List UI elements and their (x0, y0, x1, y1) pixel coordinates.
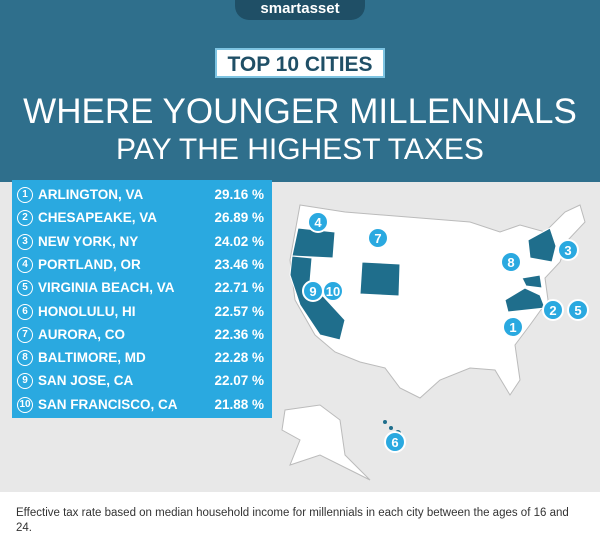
map-marker-label: 6 (391, 435, 398, 450)
list-row: 5 VIRGINIA BEACH, VA 22.71 % (12, 277, 272, 299)
list-row: 4 PORTLAND, OR 23.46 % (12, 254, 272, 276)
map-marker (384, 431, 406, 453)
rank-badge: 4 (17, 256, 33, 273)
map-marker (322, 280, 344, 302)
list-row: 8 BALTIMORE, MD 22.28 % (12, 347, 272, 369)
map-marker (542, 299, 564, 321)
rank-badge: 6 (17, 303, 33, 320)
map-marker (367, 227, 389, 249)
alaska (281, 404, 371, 481)
state-oregon (291, 227, 336, 259)
city-name: VIRGINIA BEACH, VA (38, 280, 175, 296)
list-row: 1 ARLINGTON, VA 29.16 % (12, 184, 272, 206)
city-name: AURORA, CO (38, 326, 125, 342)
state-colorado (359, 261, 401, 297)
map-marker-label: 4 (314, 215, 322, 230)
title-line: WHERE YOUNGER MILLENNIALS (23, 92, 577, 131)
city-name: HONOLULU, HI (38, 303, 136, 319)
map-marker-label: 10 (326, 284, 340, 299)
tax-rate: 22.36 % (214, 326, 264, 342)
list-row: 10 SAN FRANCISCO, CA 21.88 % (12, 394, 272, 416)
logo: smartasset (235, 0, 365, 20)
hawaii (389, 426, 393, 430)
city-name: CHESAPEAKE, VA (38, 210, 158, 226)
rank-badge: 3 (17, 233, 33, 250)
list-row: 2 CHESAPEAKE, VA 26.89 % (12, 207, 272, 229)
map-marker (567, 299, 589, 321)
rank-badge: 5 (17, 280, 33, 297)
city-name: SAN FRANCISCO, CA (38, 396, 178, 412)
rank-badge: 7 (17, 326, 33, 343)
map-marker-label: 8 (507, 255, 514, 270)
map-marker (500, 251, 522, 273)
rank-badge: 10 (17, 396, 33, 413)
map-marker-label: 5 (574, 303, 581, 318)
city-name: ARLINGTON, VA (38, 187, 144, 202)
list-row: 6 HONOLULU, HI 22.57 % (12, 301, 272, 323)
tax-rate: 26.89 % (214, 210, 264, 226)
map-marker-label: 3 (564, 243, 571, 258)
map-marker (502, 316, 524, 338)
city-name: BALTIMORE, MD (38, 350, 146, 366)
title-line: PAY THE HIGHEST TAXES (116, 133, 484, 166)
list-row: 9 SAN JOSE, CA 22.07 % (12, 370, 272, 392)
tax-rate: 24.02 % (214, 233, 264, 249)
state-maryland (521, 274, 543, 289)
rank-badge: 9 (17, 373, 33, 390)
map-marker (557, 239, 579, 261)
hawaii (383, 420, 387, 424)
map-marker-label: 7 (374, 231, 381, 246)
city-name: PORTLAND, OR (38, 256, 141, 272)
city-name: SAN JOSE, CA (38, 373, 134, 389)
list-row: 3 NEW YORK, NY 24.02 % (12, 231, 272, 253)
map-marker-label: 9 (309, 284, 316, 299)
state-virginia (504, 287, 546, 313)
tax-rate: 23.46 % (214, 256, 264, 272)
map-marker-label: 1 (509, 320, 516, 335)
footnote: Effective tax rate based on median house… (16, 507, 569, 534)
tax-rate: 22.57 % (214, 303, 264, 319)
map-marker-label: 2 (549, 303, 556, 318)
tax-rate: 21.88 % (214, 396, 264, 412)
list-row: 7 AURORA, CO 22.36 % (12, 324, 272, 346)
header (0, 0, 600, 182)
tax-rate: 22.71 % (214, 280, 264, 296)
state-new-york (527, 227, 557, 263)
map-marker (307, 211, 329, 233)
rank-badge: 2 (17, 210, 33, 227)
rank-badge: 8 (17, 350, 33, 367)
tax-rate: 22.07 % (214, 373, 264, 389)
tax-rate: 29.16 % (214, 187, 264, 202)
banner: TOP 10 CITIES (215, 48, 385, 78)
city-name: NEW YORK, NY (38, 233, 139, 249)
rank-badge: 1 (17, 187, 33, 203)
tax-rate: 22.28 % (214, 350, 264, 366)
ranking-list: 1 ARLINGTON, VA 29.16 % 2 CHESAPEAKE, VA 26.8… (12, 180, 272, 418)
